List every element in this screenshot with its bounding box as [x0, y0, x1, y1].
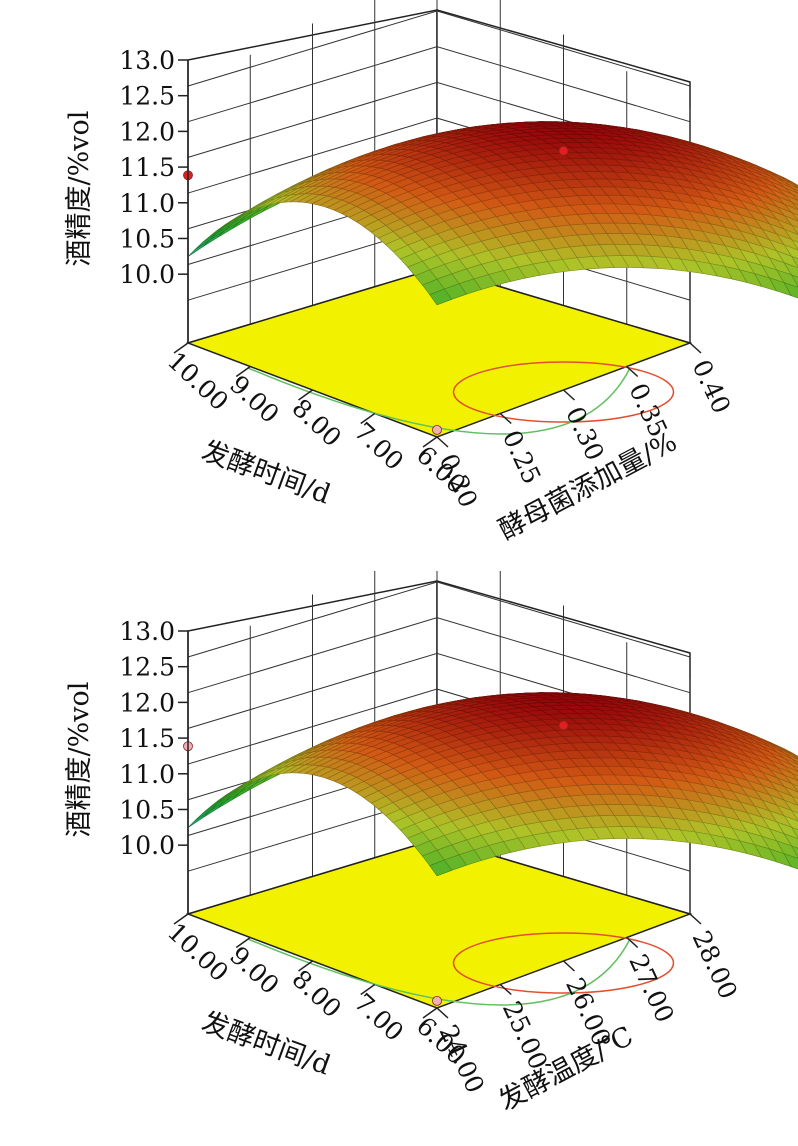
z-axis: 13.0 12.5 12.0 11.5 11.0 10.5 10.0 酒精度/%vol: [64, 617, 188, 914]
y-tick-mark-2: [564, 961, 575, 971]
surface-plot-1: 13.0 12.5 12.0 11.5 11.0 10.5 10.0 酒精度/%vol10.0…: [0, 0, 798, 571]
z-axis-title: 酒精度/%vol: [64, 111, 95, 267]
z-tick-label-2: 12.0: [119, 117, 175, 146]
design-point-1: [559, 146, 568, 155]
y-tick-mark-0: [437, 1008, 448, 1018]
z-tick-label-4: 11.0: [119, 760, 175, 789]
z-tick-label-4: 11.0: [119, 189, 175, 218]
y-tick-label-3: 27.00: [623, 950, 680, 1027]
z-tick-label-1: 12.5: [119, 653, 175, 682]
x-tick-label-3: 7.00: [349, 988, 409, 1047]
x-tick-label-3: 7.00: [349, 417, 409, 476]
y-tick-label-4: 28.00: [687, 926, 744, 1003]
z-tick-label-3: 11.5: [119, 153, 175, 182]
z-tick-label-0: 13.0: [119, 46, 175, 75]
z-tick-label-6: 10.0: [119, 260, 175, 289]
z-tick-label-3: 11.5: [119, 724, 175, 753]
y-tick-mark-4: [690, 914, 701, 924]
design-point-3: [433, 425, 442, 434]
z-tick-label-0: 13.0: [119, 617, 175, 646]
x-axis-title: 发酵时间/d: [198, 435, 335, 510]
y-tick-label-4: 0.40: [687, 355, 737, 418]
y-tick-label-1: 0.25: [497, 426, 547, 489]
z-tick-label-2: 12.0: [119, 688, 175, 717]
surface-plot-2: 13.0 12.5 12.0 11.5 11.0 10.5 10.0 酒精度/%vol10.0…: [0, 571, 798, 1142]
z-axis: 13.0 12.5 12.0 11.5 11.0 10.5 10.0 酒精度/%vol: [64, 46, 188, 343]
z-tick-label-5: 10.5: [119, 224, 175, 253]
design-point-3: [433, 996, 442, 1005]
y-tick-label-2: 0.30: [560, 402, 610, 465]
z-axis-title: 酒精度/%vol: [64, 682, 95, 838]
z-tick-label-6: 10.0: [119, 831, 175, 860]
design-point-1: [559, 721, 568, 730]
y-tick-mark-2: [564, 390, 575, 400]
x-axis-title: 发酵时间/d: [198, 1006, 335, 1081]
y-tick-mark-4: [690, 343, 701, 353]
z-tick-label-1: 12.5: [119, 82, 175, 111]
z-tick-label-5: 10.5: [119, 795, 175, 824]
y-tick-mark-0: [437, 437, 448, 447]
